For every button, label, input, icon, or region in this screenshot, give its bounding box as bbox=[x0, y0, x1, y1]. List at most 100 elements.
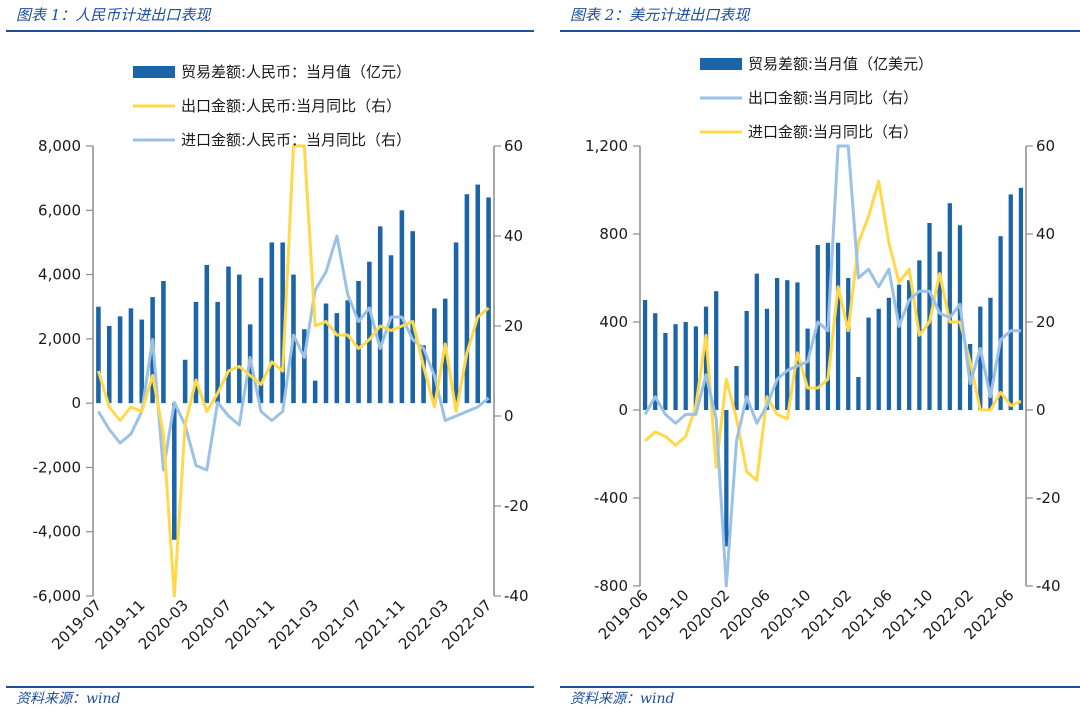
trade-balance-bar bbox=[453, 242, 459, 404]
trade-balance-bar bbox=[312, 380, 318, 404]
figure-title: 图表 1：人民币计进出口表现 bbox=[16, 6, 211, 24]
left-tick-label: 4,000 bbox=[38, 266, 81, 284]
left-tick-label: -4,000 bbox=[33, 523, 81, 541]
trade-balance-bar bbox=[978, 306, 983, 410]
trade-balance-bar bbox=[703, 306, 709, 410]
left-tick-label: 8,000 bbox=[38, 137, 81, 155]
trade-balance-bar bbox=[193, 301, 199, 404]
trade-balance-bar bbox=[805, 328, 810, 410]
trade-balance-bar bbox=[486, 197, 491, 404]
trade-balance-bar bbox=[988, 297, 993, 410]
right-tick-label: 20 bbox=[1036, 313, 1055, 331]
left-tick-label: -400 bbox=[594, 489, 628, 507]
right-tick-label: -40 bbox=[1036, 577, 1061, 595]
import-yoy-line bbox=[97, 234, 490, 472]
legend-label: 贸易差额:当月值（亿美元） bbox=[748, 55, 933, 73]
source-rule bbox=[560, 686, 1080, 688]
legend-label: 进口金额:人民币：当月同比（右） bbox=[181, 131, 411, 149]
trade-balance-bar bbox=[367, 261, 372, 404]
legend-label: 出口金额:当月同比（右） bbox=[748, 89, 918, 107]
trade-balance-bar bbox=[334, 313, 340, 404]
figure-title: 图表 2：美元计进出口表现 bbox=[570, 6, 750, 24]
right-tick-label: 40 bbox=[1036, 225, 1055, 243]
trade-balance-bar bbox=[269, 242, 275, 404]
trade-balance-bar bbox=[774, 278, 780, 410]
trade-balance-bar bbox=[410, 231, 415, 404]
trade-balance-bar bbox=[734, 366, 739, 410]
trade-balance-bar bbox=[947, 203, 952, 410]
title-rule bbox=[560, 30, 1080, 32]
trade-balance-bar bbox=[907, 280, 912, 410]
trade-balance-bar bbox=[937, 251, 942, 410]
left-tick-label: -2,000 bbox=[33, 458, 81, 476]
right-tick-label: 60 bbox=[1036, 137, 1055, 155]
left-tick-label: -6,000 bbox=[33, 587, 81, 605]
trade-balance-bar bbox=[856, 377, 861, 410]
usd-trade-chart: -800-40004008001,200-40-2002040602019-06… bbox=[585, 55, 1061, 643]
trade-balance-bar bbox=[226, 266, 231, 404]
trade-balance-bar bbox=[139, 319, 145, 404]
trade-balance-bar bbox=[957, 225, 963, 410]
trade-balance-bar bbox=[886, 297, 892, 410]
rmb-trade-chart: -6,000 -4,000 -2,000 0 2,000 4,000 6,000 8,000 -… bbox=[33, 63, 529, 653]
right-tick-label: 20 bbox=[504, 317, 523, 335]
trade-balance-bar bbox=[258, 277, 264, 404]
trade-balance-bar bbox=[464, 194, 470, 404]
trade-balance-bar bbox=[421, 345, 426, 404]
trade-balance-bar bbox=[663, 333, 668, 410]
trade-balance-bar bbox=[204, 264, 210, 404]
right-tick-label: 0 bbox=[504, 407, 514, 425]
trade-balance-bar bbox=[673, 324, 678, 410]
trade-balance-bar bbox=[744, 311, 749, 410]
trade-balance-bar bbox=[117, 316, 123, 404]
trade-balance-bar bbox=[642, 300, 648, 410]
left-tick-label: 400 bbox=[599, 313, 628, 331]
chart-panel-usd: 图表 2：美元计进出口表现 -800 -400 0 400 800 1,200 -40 -20… bbox=[560, 0, 1080, 708]
left-tick-label: 800 bbox=[599, 225, 628, 243]
trade-balance-bar bbox=[172, 403, 177, 540]
export-yoy-line bbox=[96, 144, 490, 598]
trade-balance-bar bbox=[876, 308, 881, 410]
legend-bar-swatch bbox=[133, 66, 175, 78]
left-tick-label: 0 bbox=[71, 394, 81, 412]
trade-balance-bar bbox=[1018, 187, 1024, 410]
source-rule bbox=[6, 686, 534, 688]
trade-balance-bar bbox=[475, 184, 481, 404]
trade-balance-bar bbox=[724, 410, 729, 547]
right-tick-label: -40 bbox=[504, 587, 529, 605]
trade-balance-bar bbox=[161, 281, 166, 404]
right-tick-label: -20 bbox=[1036, 489, 1061, 507]
trade-balance-bar bbox=[754, 273, 759, 410]
trade-balance-bar bbox=[356, 281, 361, 404]
trade-balance-bar bbox=[764, 308, 770, 410]
chart-panel-rmb: 图表 1：人民币计进出口表现 -6,000 -4,000 -2,000 0 2,000 4… bbox=[6, 0, 534, 708]
left-tick-label: 1,200 bbox=[585, 137, 628, 155]
trade-balance-bar bbox=[785, 280, 790, 410]
legend-label: 出口金额:人民币:当月同比（右） bbox=[181, 97, 401, 115]
trade-balance-bar bbox=[280, 242, 285, 404]
right-tick-label: 40 bbox=[504, 227, 523, 245]
trade-balance-bar bbox=[1008, 194, 1013, 410]
title-rule bbox=[6, 30, 534, 32]
trade-balance-bar bbox=[399, 210, 405, 404]
trade-balance-bar bbox=[693, 326, 699, 410]
left-tick-label: 0 bbox=[618, 401, 628, 419]
left-tick-label: 2,000 bbox=[38, 330, 81, 348]
trade-balance-bar bbox=[714, 291, 719, 410]
source-note: 资料来源：wind bbox=[16, 691, 121, 707]
left-tick-label: 6,000 bbox=[38, 201, 81, 219]
trade-balance-bar bbox=[998, 236, 1003, 410]
right-tick-label: 0 bbox=[1036, 401, 1046, 419]
trade-balance-bar bbox=[215, 301, 220, 404]
legend-label: 贸易差额:人民币：当月值（亿元） bbox=[181, 63, 411, 81]
trade-balance-bar bbox=[683, 322, 688, 410]
export-yoy-line bbox=[643, 144, 1021, 588]
trade-balance-bar bbox=[432, 308, 437, 404]
right-tick-label: -20 bbox=[504, 497, 529, 515]
legend-label: 进口金额:当月同比（右） bbox=[748, 123, 918, 141]
source-note: 资料来源：wind bbox=[570, 691, 675, 707]
trade-balance-bar bbox=[237, 274, 242, 404]
trade-balance-bar bbox=[182, 359, 188, 404]
trade-balance-bar bbox=[302, 329, 307, 404]
trade-balance-bar bbox=[345, 300, 350, 404]
